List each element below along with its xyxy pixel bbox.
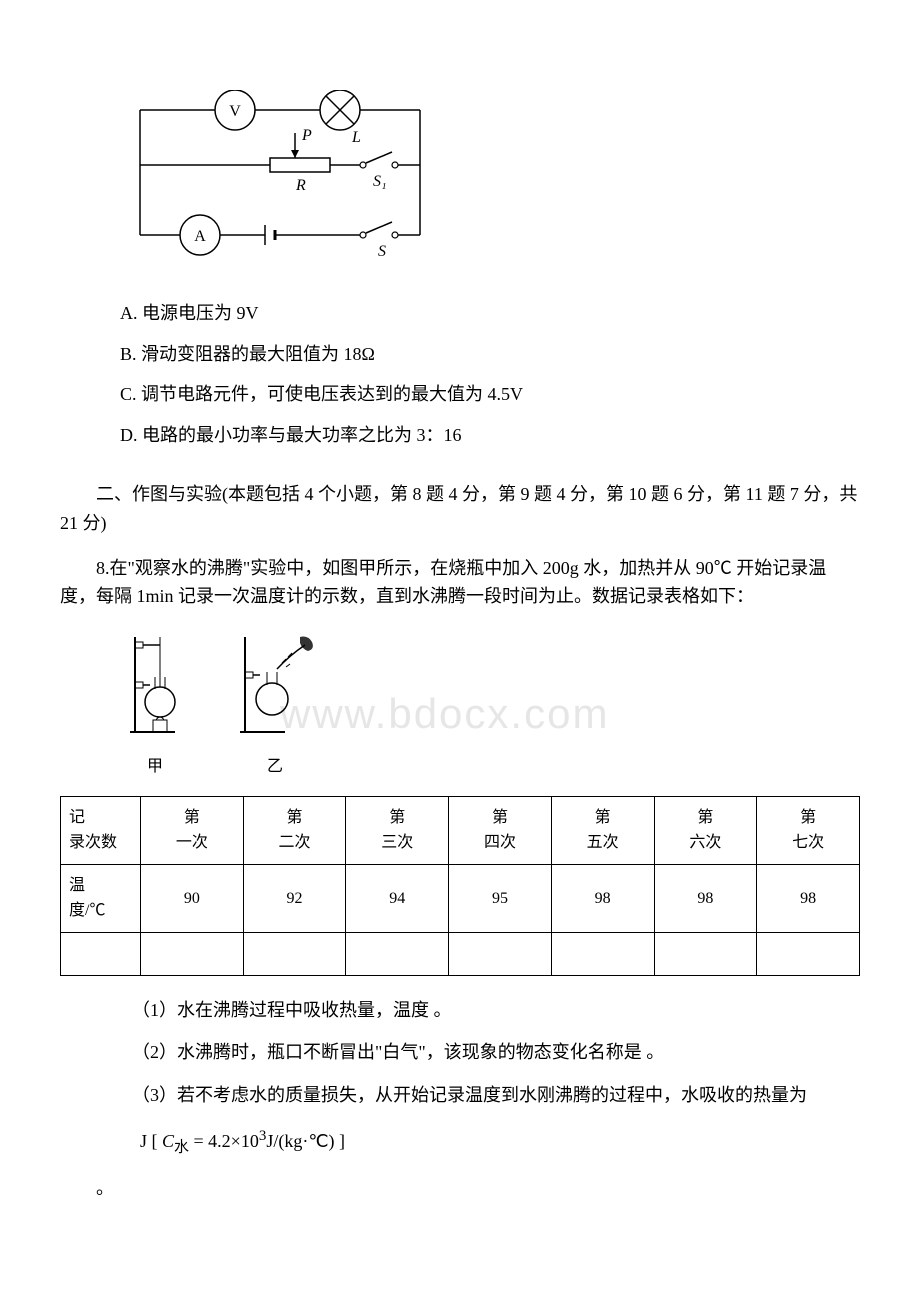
formula-eq: = 4.2×10 xyxy=(194,1131,259,1151)
experiment-image-jia: 甲 xyxy=(120,627,190,779)
formula-prefix: J [ xyxy=(140,1131,158,1151)
option-b: B. 滑动变阻器的最大阻值为 18Ω xyxy=(120,340,860,369)
sub-questions: （1）水在沸腾过程中吸收热量，温度 。 （2）水沸腾时，瓶口不断冒出"白气"，该… xyxy=(60,996,860,1110)
options-block: A. 电源电压为 9V B. 滑动变阻器的最大阻值为 18Ω C. 调节电路元件… xyxy=(120,299,860,450)
switch-label-s: S xyxy=(378,243,386,260)
label-yi: 乙 xyxy=(230,754,320,780)
formula-sub-water: 水 xyxy=(174,1140,189,1156)
final-period: 。 xyxy=(60,1174,860,1203)
table-values-row: 温 度/℃ 90 92 94 95 98 98 98 xyxy=(61,864,860,932)
switch-label-s1: S₁ xyxy=(373,173,387,190)
header-label-line1: 记 xyxy=(69,809,85,826)
option-d: D. 电路的最小功率与最大功率之比为 3：16 xyxy=(120,421,860,450)
sub-q1: （1）水在沸腾过程中吸收热量，温度 。 xyxy=(60,996,860,1025)
val-4: 95 xyxy=(449,864,552,932)
col-7: 第七次 xyxy=(757,796,860,864)
temp-label-line2: 度/℃ xyxy=(69,902,105,919)
formula-line: J [ C水 = 4.2×103J/(kg·℃) ] xyxy=(140,1124,860,1160)
col-5: 第五次 xyxy=(551,796,654,864)
formula-c: C xyxy=(162,1131,174,1151)
val-3: 94 xyxy=(346,864,449,932)
table-empty-row xyxy=(61,932,860,975)
val-6: 98 xyxy=(654,864,757,932)
col-6: 第六次 xyxy=(654,796,757,864)
section-2-heading: 二、作图与实验(本题包括 4 个小题，第 8 题 4 分，第 9 题 4 分，第… xyxy=(60,480,860,538)
question-8-text: 8.在"观察水的沸腾"实验中，如图甲所示，在烧瓶中加入 200g 水，加热并从 … xyxy=(60,554,860,612)
val-5: 98 xyxy=(551,864,654,932)
sub-q3: （3）若不考虑水的质量损失，从开始记录温度到水刚沸腾的过程中，水吸收的热量为 xyxy=(60,1081,860,1110)
experiment-image-yi: 乙 xyxy=(230,627,320,779)
voltmeter-label: V xyxy=(229,103,241,120)
temp-label-line1: 温 xyxy=(69,877,85,894)
option-c: C. 调节电路元件，可使电压表达到的最大值为 4.5V xyxy=(120,380,860,409)
option-a: A. 电源电压为 9V xyxy=(120,299,860,328)
bulb-label-l: L xyxy=(351,129,361,146)
header-label-line2: 录次数 xyxy=(69,834,117,851)
data-table: 记 录次数 第一次 第二次 第三次 第四次 第五次 第六次 第七次 温 度/℃ … xyxy=(60,796,860,976)
formula-unit: J/(kg·℃) ] xyxy=(266,1131,345,1151)
ammeter-label: A xyxy=(194,228,206,245)
col-4: 第四次 xyxy=(449,796,552,864)
sub-q2: （2）水沸腾时，瓶口不断冒出"白气"，该现象的物态变化名称是 。 xyxy=(60,1038,860,1067)
slider-label-p: P xyxy=(301,127,312,144)
experiment-images-row: 甲 乙 xyxy=(120,627,860,779)
resistor-label-r: R xyxy=(295,177,306,194)
col-1: 第一次 xyxy=(141,796,244,864)
val-7: 98 xyxy=(757,864,860,932)
col-3: 第三次 xyxy=(346,796,449,864)
label-jia: 甲 xyxy=(120,754,190,780)
table-header-row: 记 录次数 第一次 第二次 第三次 第四次 第五次 第六次 第七次 xyxy=(61,796,860,864)
val-1: 90 xyxy=(141,864,244,932)
val-2: 92 xyxy=(243,864,346,932)
circuit-diagram: V P L R xyxy=(120,90,860,269)
col-2: 第二次 xyxy=(243,796,346,864)
